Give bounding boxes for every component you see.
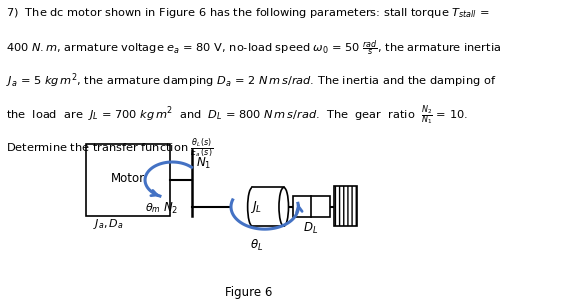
- Text: $\theta_L$: $\theta_L$: [250, 238, 263, 253]
- Bar: [293, 196, 330, 217]
- Text: $N_2$: $N_2$: [164, 201, 179, 216]
- Text: $N_1$: $N_1$: [196, 156, 211, 171]
- Text: $J_a,D_a$: $J_a,D_a$: [93, 217, 123, 231]
- Text: $\theta_m$: $\theta_m$: [144, 201, 160, 215]
- Text: 400 $N.m$, armature voltage $e_a$ = 80 V, no-load speed $\omega_0$ = 50 $\frac{r: 400 $N.m$, armature voltage $e_a$ = 80 V…: [6, 38, 501, 59]
- Bar: [85, 144, 170, 216]
- Text: $J_L$: $J_L$: [251, 199, 262, 215]
- Bar: [334, 186, 356, 226]
- Bar: [252, 188, 284, 226]
- Text: Determine the transfer function $\frac{\theta_L(s)}{E_a\,(s)}$: Determine the transfer function $\frac{\…: [6, 137, 214, 161]
- Text: 7)  The dc motor shown in Figure 6 has the following parameters: stall torque $T: 7) The dc motor shown in Figure 6 has th…: [6, 6, 490, 20]
- Text: $J_a$ = 5 $kg\,m^2$, the armature damping $D_a$ = 2 $N\,m\,s/rad$. The inertia a: $J_a$ = 5 $kg\,m^2$, the armature dampin…: [6, 71, 497, 90]
- Text: $D_L$: $D_L$: [303, 221, 319, 236]
- Text: the  load  are  $J_L$ = 700 $kg\,m^2$  and  $D_L$ = 800 $N\,m\,s/rad$.  The  gea: the load are $J_L$ = 700 $kg\,m^2$ and $…: [6, 104, 468, 128]
- Ellipse shape: [279, 188, 288, 226]
- Ellipse shape: [248, 188, 257, 226]
- Text: Motor: Motor: [111, 172, 145, 185]
- Text: Figure 6: Figure 6: [225, 286, 273, 299]
